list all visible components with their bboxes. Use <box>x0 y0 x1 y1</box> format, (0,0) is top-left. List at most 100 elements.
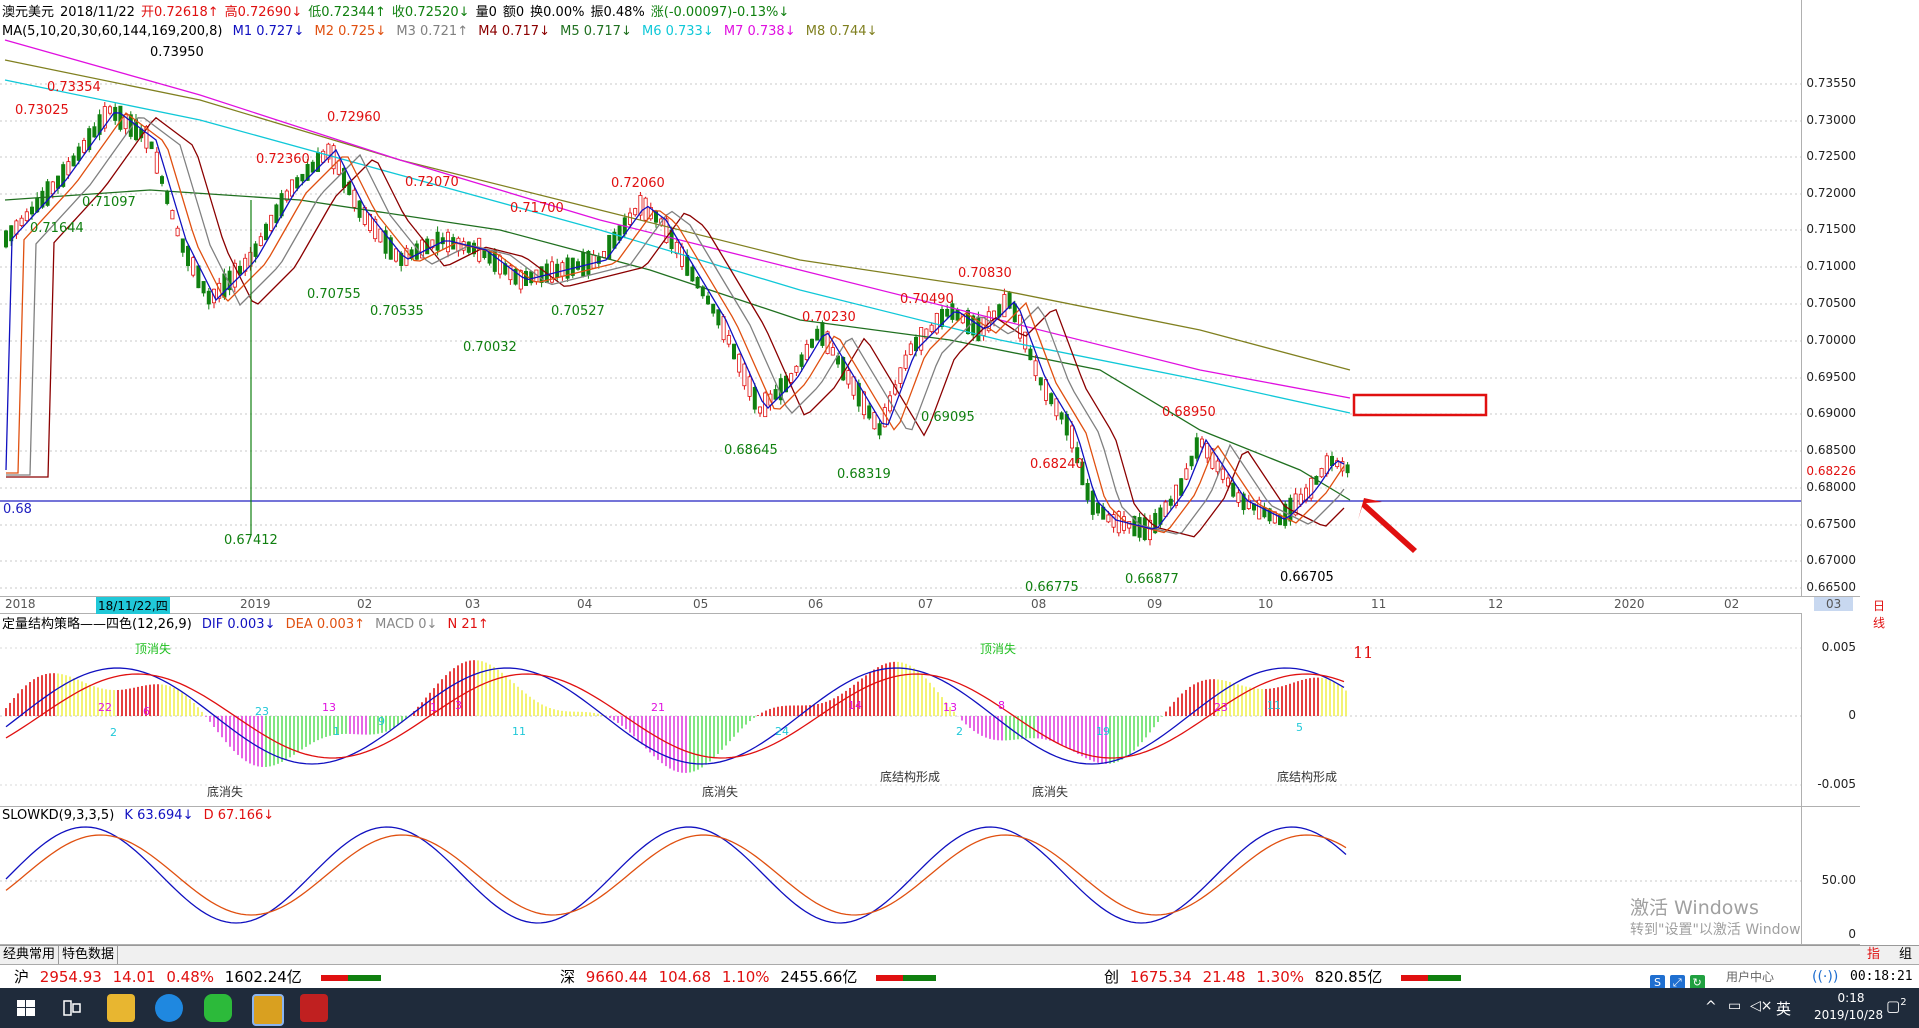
candle-body <box>1044 379 1049 401</box>
cy-index[interactable]: 创 1675.34 21.48 1.30% 820.85亿 <box>1104 965 1462 989</box>
sz-index[interactable]: 深 9660.44 104.68 1.10% 2455.66亿 <box>560 965 937 989</box>
candle-body <box>966 309 971 335</box>
ma-m2: M2 0.725↓ <box>314 24 387 39</box>
kd-axis: 50.00 0 <box>1801 807 1860 944</box>
ma-m5: M5 0.717↓ <box>560 24 632 39</box>
date-tick[interactable]: 18/11/22,四 <box>96 597 170 614</box>
candle-body <box>591 254 596 269</box>
price-pane[interactable]: 澳元美元 2018/11/22 开0.72618↑ 高0.72690↓ 低0.72344… <box>0 0 1860 597</box>
s-icon[interactable]: S <box>1650 975 1665 990</box>
candle-body <box>40 190 45 208</box>
candle-body <box>1283 503 1288 526</box>
candle-body <box>1090 490 1095 515</box>
sh-index[interactable]: 沪 2954.93 14.01 0.48% 1602.24亿 <box>14 965 381 989</box>
tray-lang[interactable]: 英 <box>1776 1000 1792 1018</box>
bottom-divergence-label: 底结构形成 <box>880 770 941 784</box>
zoom-icon[interactable]: ⤢ <box>1669 975 1685 990</box>
wechat-icon[interactable] <box>204 994 232 1022</box>
candle-body <box>830 347 835 356</box>
macd-count-label: 13 <box>322 701 336 714</box>
candle-body <box>378 228 383 243</box>
candle-body <box>185 245 190 267</box>
price-annotation: 0.73950 <box>150 45 204 60</box>
macd-dif-dea-lines <box>5 667 1345 765</box>
trading-app-icon[interactable] <box>252 994 284 1026</box>
tab-index[interactable]: 指 <box>1867 947 1881 962</box>
candle-body <box>638 195 643 216</box>
sz-amount: 2455.66亿 <box>780 968 858 986</box>
sogou-browser-icon[interactable] <box>155 994 183 1022</box>
candle-body <box>1080 461 1085 486</box>
sz-name: 深 <box>560 968 576 986</box>
sh-change: 14.01 <box>112 968 156 986</box>
windows-start-icon[interactable] <box>12 994 40 1022</box>
bottom-divergence-label: 底结构形成 <box>1277 770 1338 784</box>
sz-price: 9660.44 <box>585 968 648 986</box>
file-explorer-icon[interactable] <box>107 994 135 1022</box>
candle-body <box>1116 511 1121 534</box>
sh-amount: 1602.24亿 <box>224 968 302 986</box>
target-box-annotation <box>1352 393 1488 417</box>
candle-body <box>1168 498 1173 506</box>
price-annotation: 0.66877 <box>1125 572 1179 587</box>
notification-icon[interactable]: ▢2 <box>1886 997 1907 1015</box>
candle-body <box>1200 438 1205 448</box>
tray-up-icon[interactable]: ^ <box>1705 999 1717 1015</box>
ma3-line <box>6 117 1345 535</box>
candle-body <box>841 356 846 381</box>
price-annotation: 0.73025 <box>15 103 69 118</box>
date-axis[interactable]: 2018 18/11/22,四 2019 02 03 04 05 06 07 08 09 10 11 12… <box>0 596 1885 630</box>
moving-average-lines <box>4 39 1351 538</box>
task-view-icon[interactable] <box>58 994 86 1022</box>
kd-chart[interactable] <box>0 807 1860 944</box>
macd-dea-line <box>5 673 1345 759</box>
tab-feature-data[interactable]: 特色数据 <box>59 946 119 964</box>
open-value: 开0.72618↑ <box>140 5 219 20</box>
stock-app-icon[interactable] <box>300 994 328 1022</box>
refresh-icon[interactable]: ↻ <box>1689 975 1705 990</box>
kd-pane[interactable]: SLOWKD(9,3,3,5) K 63.694↓ D 67.166↓ 激活 W… <box>0 807 1860 945</box>
cy-bar <box>1401 974 1462 981</box>
price-chart[interactable] <box>0 0 1860 596</box>
candle-body <box>971 315 976 336</box>
candle-body <box>565 257 570 279</box>
user-center-link[interactable]: 用户中心 <box>1726 970 1775 984</box>
candle-body <box>898 367 903 384</box>
date-tick: 2019 <box>240 597 271 611</box>
tray-volume-icon[interactable]: ◁× <box>1750 998 1773 1014</box>
candle-body <box>1220 468 1225 480</box>
candle-body <box>1137 517 1142 538</box>
macd-count-label: 11 <box>512 725 526 738</box>
bar-date: 2018/11/22 <box>60 5 135 20</box>
top-divergence-label: 顶消失 <box>980 642 1017 656</box>
price-annotation: 0.67412 <box>224 533 278 548</box>
tray-time[interactable]: 0:18 <box>1837 991 1865 1005</box>
price-annotation: 0.72360 <box>256 152 310 167</box>
tab-group[interactable]: 组 <box>1899 947 1913 962</box>
candle-body <box>9 225 14 242</box>
price-tick: 0.72500 <box>1806 149 1856 163</box>
candle-body <box>716 309 721 326</box>
candle-body <box>789 373 794 383</box>
ma7-line <box>4 39 1351 399</box>
candle-body <box>877 423 882 436</box>
candle-body <box>1241 493 1246 511</box>
date-tick: 03 <box>1814 597 1854 611</box>
date-tick: 02 <box>1724 597 1740 611</box>
candle-body <box>799 354 804 367</box>
tray-date[interactable]: 2019/10/28 <box>1814 1008 1884 1022</box>
kd-lines <box>5 826 1347 924</box>
tray-network-icon[interactable]: ▭ <box>1728 998 1742 1014</box>
tab-classic[interactable]: 经典常用 <box>0 946 60 964</box>
candle-body <box>1049 393 1054 405</box>
status-icons[interactable]: S ⤢ ↻ <box>1650 969 1705 993</box>
ma5-line <box>4 189 1351 501</box>
macd-chart[interactable] <box>0 613 1860 806</box>
macd-axis: 0.005 0 -0.005 <box>1801 613 1860 806</box>
candle-body <box>71 155 76 167</box>
candle-body <box>300 173 305 182</box>
candle-body <box>76 146 81 161</box>
price-tick: 0.67500 <box>1806 517 1856 531</box>
price-tick: 0.68000 <box>1806 480 1856 494</box>
macd-pane[interactable]: 定量结构策略——四色(12,26,9) DIF 0.003↓ DEA 0.003… <box>0 613 1860 807</box>
